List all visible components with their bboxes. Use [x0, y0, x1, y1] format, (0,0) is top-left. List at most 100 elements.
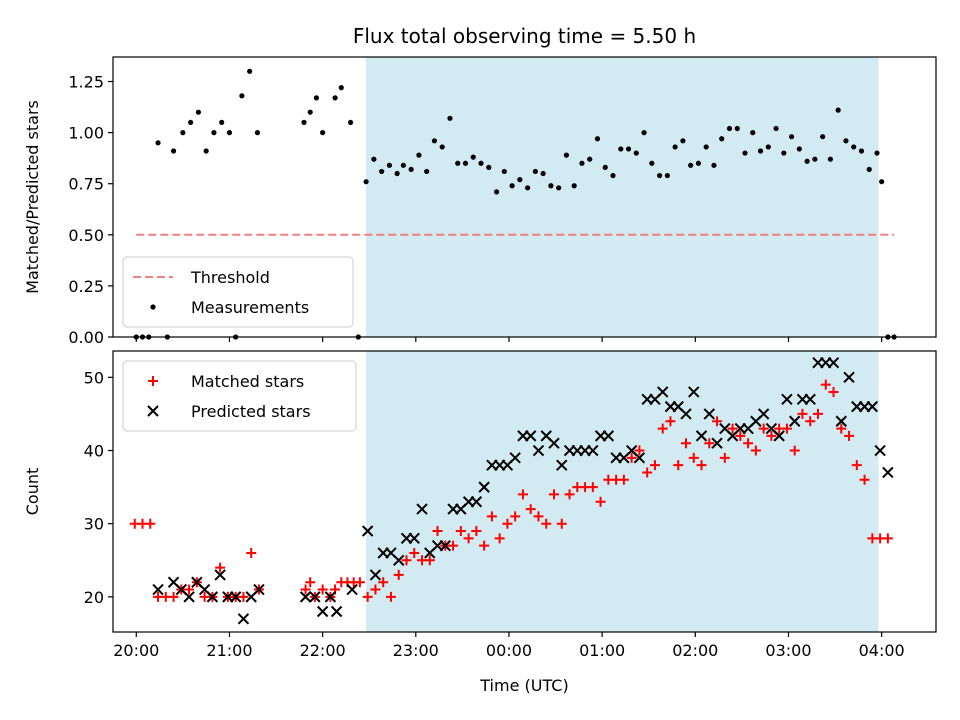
predicted-star-point: [781, 393, 793, 406]
matched-star-point: [564, 489, 575, 500]
matched-star-point: [486, 511, 497, 522]
predicted-star-point: [478, 481, 490, 493]
measurement-point: [804, 158, 810, 164]
count-panel: 20:00 21:00 22:00 23:00 00:00 01:00 02:00 03:00…: [23, 350, 937, 695]
legend-label: Threshold: [190, 268, 270, 287]
y-axis-label: Count: [23, 468, 42, 516]
matched-star-point: [502, 518, 513, 529]
predicted-star-point: [416, 503, 428, 515]
matched-star-point: [789, 445, 800, 456]
measurement-point: [711, 162, 717, 168]
measurement-point: [540, 170, 546, 177]
matched-star-point: [362, 591, 373, 602]
matched-star-point: [812, 408, 823, 419]
predicted-star-point: [525, 430, 537, 442]
predicted-star-point: [183, 591, 195, 603]
predicted-star-point: [237, 613, 250, 625]
matched-star-point: [385, 591, 396, 602]
matched-star-point: [541, 518, 552, 529]
measurement-point: [517, 177, 523, 183]
predicted-star-point: [470, 496, 483, 508]
matched-star-point: [448, 540, 459, 551]
matched-star-point: [797, 408, 808, 419]
measurement-point: [301, 119, 307, 126]
legend-box: [122, 360, 357, 432]
predicted-star-point: [299, 591, 312, 603]
matched-star-point: [758, 423, 769, 434]
matched-star-point: [805, 416, 816, 427]
matched-star-point: [587, 482, 598, 493]
matched-star-point: [184, 584, 195, 595]
measurement-point: [796, 146, 802, 152]
measurement-point: [695, 160, 702, 166]
y-tick-label: 30: [84, 515, 104, 534]
measurement-point: [386, 162, 393, 168]
predicted-star-point: [330, 605, 343, 618]
predicted-star-point: [843, 371, 855, 384]
measurement-point: [734, 125, 740, 132]
measurement-point: [247, 68, 253, 74]
measurement-point: [587, 156, 593, 162]
measurement-point: [188, 119, 194, 126]
measurement-point: [455, 160, 461, 166]
matched-star-point: [766, 430, 777, 441]
matched-star-point: [354, 577, 365, 588]
matched-star-point: [618, 474, 629, 485]
measurement-point: [400, 162, 406, 168]
matched-star-point: [145, 518, 156, 529]
measurement-point: [664, 172, 670, 179]
measurement-point: [219, 119, 225, 126]
matched-star-point: [688, 452, 699, 463]
measurement-point: [424, 168, 430, 175]
matched-star-point: [859, 474, 870, 485]
predicted-star-point: [773, 430, 785, 442]
matched-star-point: [432, 526, 443, 537]
measurement-point: [307, 109, 313, 115]
matched-star-point: [370, 584, 381, 595]
matched-star-point: [409, 547, 420, 558]
y-tick-label: 50: [84, 368, 104, 387]
y-tick-label: 0.25: [68, 277, 104, 296]
matched-star-point: [471, 526, 482, 537]
measurement-point: [254, 130, 261, 136]
predicted-star-point: [214, 569, 226, 581]
measurement-point: [313, 95, 320, 101]
predicted-star-point: [408, 532, 420, 545]
measurement-point: [493, 189, 500, 195]
matched-star-point: [168, 591, 179, 602]
matched-star-point: [649, 460, 660, 471]
measurement-point: [874, 150, 880, 156]
measurement-point: [672, 144, 678, 150]
x-tick-label: 03:00: [765, 641, 811, 660]
measurement-point: [548, 183, 554, 189]
measurement-point: [416, 152, 422, 158]
matched-star-point: [665, 416, 676, 427]
measurement-point: [347, 119, 354, 126]
measurement-point: [742, 150, 748, 156]
measurement-point: [211, 130, 217, 136]
matched-star-point: [378, 577, 389, 588]
y-tick-label: 0.00: [68, 328, 104, 347]
matched-star-point: [510, 511, 521, 522]
measurement-point: [579, 160, 585, 166]
measurement-point: [170, 148, 177, 154]
measurement-point: [462, 160, 469, 166]
measurement-point: [320, 130, 326, 136]
measurement-point: [155, 140, 161, 146]
predicted-star-point: [361, 525, 374, 537]
measurement-point: [379, 168, 385, 175]
y-tick-label: 0.50: [68, 226, 104, 245]
measurement-point: [509, 183, 515, 189]
matched-star-point: [719, 452, 730, 463]
predicted-star-point: [548, 437, 560, 449]
matched-star-point: [238, 591, 249, 602]
predicted-star-point: [253, 583, 265, 596]
matched-star-point: [673, 460, 684, 471]
y-tick-label: 0.75: [68, 175, 104, 194]
predicted-star-point: [680, 408, 692, 420]
legend: Matched stars Predicted stars: [122, 360, 357, 432]
matched-star-point: [882, 533, 893, 544]
x-tick-label: 23:00: [393, 641, 439, 660]
measurement-point: [750, 130, 756, 136]
